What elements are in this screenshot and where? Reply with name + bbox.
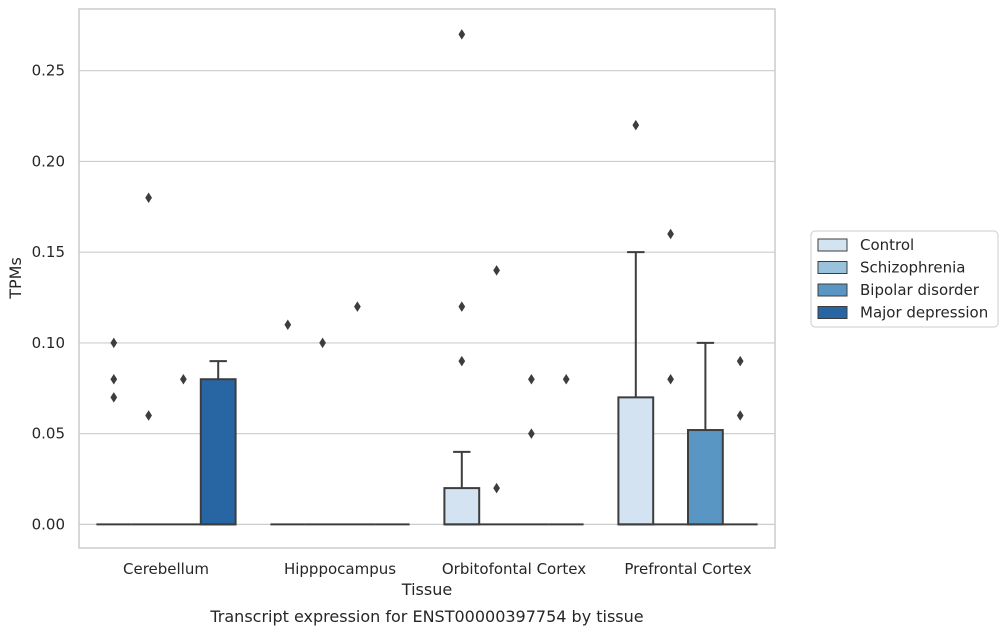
outlier-point [736,355,744,367]
outlier-point [493,482,500,494]
box [443,487,481,526]
x-tick-label: Prefrontal Cortex [624,560,751,578]
outliers-layer [110,29,744,494]
chart-caption: Transcript expression for ENST0000039775… [209,607,643,626]
x-tick-label: Cerebellum [123,560,209,578]
y-tick-label: 0.10 [32,334,65,352]
y-tick-labels: 0.00 0.05 0.10 0.15 0.20 0.25 [32,62,65,534]
legend-label: Major depression [860,304,988,322]
outlier-point [458,301,466,312]
outlier-point [493,265,500,276]
outlier-point [562,373,570,385]
outlier-point [458,29,466,40]
legend-swatch [817,238,848,252]
plot-background [79,9,775,548]
outlier-point [736,410,744,421]
legend-items: Control Schizophrenia Bipolar disorder Majo… [817,236,988,322]
outlier-point [180,373,187,385]
outlier-point [632,119,640,131]
y-tick-label: 0.15 [32,243,65,261]
outlier-point [110,337,118,349]
outlier-point [667,228,674,240]
y-tick-label: 0.25 [32,62,65,80]
y-tick-label: 0.20 [32,152,65,170]
legend-swatch [817,306,848,319]
y-axis-title: TPMs [6,257,25,300]
y-tick-label: 0.05 [32,425,65,443]
outlier-point [354,301,361,312]
box [617,396,655,526]
y-tick-label: 0.00 [32,515,65,533]
x-tick-label: Orbitofontal Cortex [442,560,586,578]
legend-label: Schizophrenia [860,259,965,277]
outlier-point [110,373,118,385]
outlier-point [284,319,292,331]
x-tick-labels: Cerebellum Hipppocampus Orbitofontal Corte… [123,560,752,578]
outlier-point [528,373,535,385]
legend-label: Bipolar disorder [860,281,980,299]
outlier-point [667,373,674,385]
x-axis-title: Tissue [401,580,452,599]
outlier-point [110,392,118,403]
outlier-point [319,337,326,349]
outlier-point [145,192,152,203]
legend-frame [810,230,999,328]
legend: Control Schizophrenia Bipolar disorder Majo… [810,230,999,328]
outlier-point [458,355,466,367]
boxes-layer [96,251,758,526]
box [199,378,237,526]
plot-frame [78,8,776,549]
outlier-point [145,410,152,421]
outlier-point [528,428,535,439]
box [687,429,724,526]
x-tick-label: Hipppocampus [284,560,396,578]
legend-swatch [817,283,848,297]
legend-swatch [817,261,848,274]
legend-label: Control [860,236,914,254]
